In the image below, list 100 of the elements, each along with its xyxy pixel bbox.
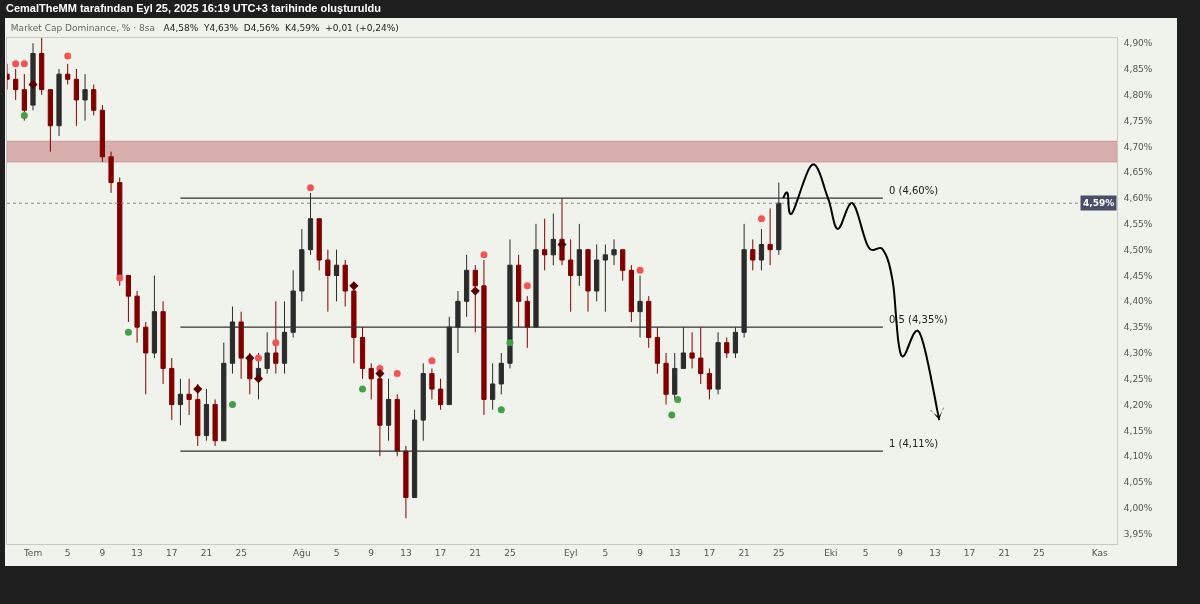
x-tick-label: 17 <box>166 547 178 558</box>
candlestick <box>403 445 409 519</box>
candlestick <box>611 238 617 266</box>
point <box>674 395 682 403</box>
candlestick <box>498 352 504 395</box>
candlestick <box>108 151 114 194</box>
chart-subtitle: A4,58% Y4,63% D4,56% K4,59% +0,01 (+0,24%) <box>163 22 399 33</box>
candlestick <box>273 300 279 375</box>
candlestick <box>585 249 591 313</box>
candlestick <box>481 259 487 416</box>
x-tick-label: 25 <box>504 547 516 558</box>
y-tick-label: 3,95% <box>1123 528 1153 539</box>
candlestick <box>654 326 661 375</box>
x-tick-label: 9 <box>897 547 904 558</box>
chart-title: Market Cap Dominance, % · 8sa <box>10 22 155 33</box>
x-tick-label: 5 <box>64 547 71 558</box>
candlestick <box>143 321 149 395</box>
point <box>506 339 514 347</box>
candlestick <box>82 73 88 122</box>
y-tick-label: 4,60% <box>1123 193 1153 204</box>
x-tick-label: 9 <box>368 547 375 558</box>
x-tick-label: 21 <box>200 547 213 558</box>
y-tick-label: 4,35% <box>1123 322 1153 333</box>
candlestick <box>325 249 331 313</box>
x-tick-label: 21 <box>998 547 1010 558</box>
point <box>557 239 567 250</box>
candlestick <box>672 352 678 400</box>
candlestick <box>437 378 444 411</box>
candlestick <box>47 89 53 153</box>
y-tick-label: 4,65% <box>1123 167 1153 178</box>
y-tick-label: 4,00% <box>1123 503 1153 514</box>
candlestick <box>602 244 608 313</box>
y-tick-label: 4,55% <box>1123 219 1153 230</box>
x-tick-label: 25 <box>773 547 785 558</box>
x-tick-label: 17 <box>963 547 976 558</box>
point <box>228 401 236 409</box>
x-tick-label: 13 <box>400 547 412 558</box>
candlestick <box>203 388 210 442</box>
candlestick <box>472 264 478 333</box>
candlestick <box>724 336 730 359</box>
y-tick-label: 4,85% <box>1123 64 1153 75</box>
candlestick <box>429 367 435 400</box>
y-tick-label: 4,30% <box>1123 348 1153 359</box>
candlestick <box>490 362 496 411</box>
candlestick <box>394 393 400 457</box>
point <box>12 60 20 68</box>
candlestick <box>91 83 97 116</box>
x-tick-label: Tem <box>22 547 43 558</box>
candlestick <box>99 104 106 163</box>
candlestick <box>646 295 652 349</box>
point <box>349 281 359 291</box>
candlestick <box>316 218 322 271</box>
point <box>428 357 436 365</box>
x-tick-label: Eki <box>824 547 838 558</box>
point <box>668 411 676 419</box>
x-tick-label: 17 <box>703 547 716 558</box>
y-tick-label: 4,25% <box>1123 373 1153 384</box>
point <box>470 286 480 296</box>
y-tick-label: 4,70% <box>1123 141 1153 152</box>
candlestick <box>594 244 600 302</box>
y-tick-label: 4,15% <box>1123 425 1153 436</box>
candlestick <box>186 378 192 416</box>
point <box>254 354 262 362</box>
candlestick <box>169 357 175 421</box>
x-tick-label: 5 <box>602 547 609 558</box>
candlestick <box>177 378 184 426</box>
candlestick <box>359 326 366 380</box>
candlestick <box>689 331 695 369</box>
y-tick-label: 4,05% <box>1123 477 1153 488</box>
x-tick-label: 21 <box>738 547 750 558</box>
candlestick <box>628 264 634 323</box>
point <box>193 384 203 394</box>
series-label: 0 (4,60%) <box>889 185 939 196</box>
x-tick-label: 9 <box>99 547 106 558</box>
candlestick <box>576 223 582 287</box>
x-tick-label: 25 <box>1033 547 1045 558</box>
point <box>757 215 765 223</box>
x-tick-label: Eyl <box>563 547 578 558</box>
candlestick <box>21 73 27 122</box>
point <box>523 282 531 290</box>
candlestick <box>221 342 227 442</box>
y-tick-label: 4,90% <box>1123 38 1153 49</box>
point <box>272 339 280 347</box>
y-tick-label: 4,40% <box>1123 296 1153 307</box>
series-label: 1 (4,11%) <box>889 438 939 449</box>
point <box>636 266 644 274</box>
candlestick <box>758 228 765 271</box>
candlestick <box>368 362 374 400</box>
y-tick-label: 4,20% <box>1123 399 1153 410</box>
candlestick <box>715 331 721 395</box>
candlestick <box>342 259 348 307</box>
candlestick <box>134 290 140 344</box>
candlestick <box>264 331 270 375</box>
point <box>124 328 132 336</box>
candlestick <box>698 326 704 385</box>
point <box>20 60 28 68</box>
candlestick <box>516 254 522 328</box>
candlestick <box>195 383 201 447</box>
candlestick <box>706 367 713 400</box>
x-tick-label: 17 <box>434 547 447 558</box>
